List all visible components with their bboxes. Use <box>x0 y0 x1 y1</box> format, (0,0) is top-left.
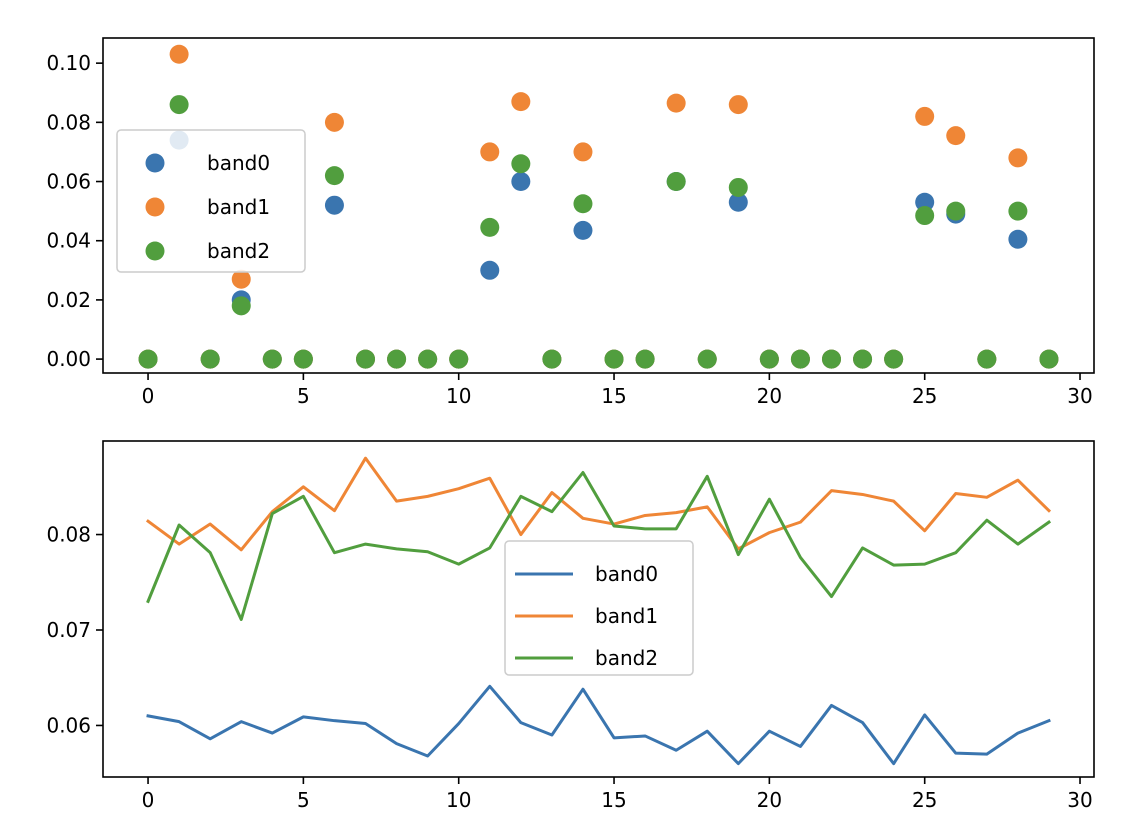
point-band0-6 <box>324 195 344 215</box>
x-tick-label-0: 0 <box>142 384 155 408</box>
point-band2-27 <box>977 349 997 369</box>
point-band2-2 <box>200 349 220 369</box>
legend-marker-band1 <box>145 197 165 217</box>
scatter-chart: 0 5 10 15 20 25 30 0.00 0.02 0.04 0.06 0.08 0.10 band… <box>46 37 1095 408</box>
x-tick-label-15: 15 <box>601 788 626 812</box>
point-band1-25 <box>915 106 935 126</box>
point-band2-5 <box>293 349 313 369</box>
plot-area <box>138 44 1059 369</box>
point-band1-12 <box>511 92 531 112</box>
axes-frame <box>102 37 1095 374</box>
point-band2-24 <box>884 349 904 369</box>
point-band2-10 <box>449 349 469 369</box>
legend-marker-band2 <box>145 241 165 261</box>
plot-area <box>145 456 1052 766</box>
point-band2-29 <box>1039 349 1059 369</box>
y-tick-label-0.06: 0.06 <box>46 713 91 737</box>
legend-label-band0: band0 <box>207 151 270 175</box>
legend-label-band1: band1 <box>595 604 658 628</box>
point-band0-25 <box>915 192 935 212</box>
x-tick-label-5: 5 <box>297 384 310 408</box>
x-tick-label-25: 25 <box>912 384 937 408</box>
x-tick-label-15: 15 <box>601 384 626 408</box>
point-band2-23 <box>853 349 873 369</box>
point-band2-17 <box>666 172 686 192</box>
point-band0-14 <box>573 220 593 240</box>
point-band0-28 <box>1008 229 1028 249</box>
point-band2-12 <box>511 154 531 174</box>
point-band1-28 <box>1008 148 1028 168</box>
point-band2-21 <box>790 349 810 369</box>
point-band2-7 <box>356 349 376 369</box>
point-band1-11 <box>480 142 500 162</box>
point-band2-8 <box>387 349 407 369</box>
point-band0-19 <box>728 192 748 212</box>
y-tick-label-0.06: 0.06 <box>46 170 91 194</box>
point-band2-9 <box>418 349 438 369</box>
point-band0-11 <box>480 260 500 280</box>
point-band2-11 <box>480 217 500 237</box>
y-tick-label-0.08: 0.08 <box>46 110 91 134</box>
point-band2-18 <box>697 349 717 369</box>
y-tick-label-0.02: 0.02 <box>46 288 91 312</box>
legend-label-band2: band2 <box>207 239 270 263</box>
point-band2-1 <box>169 95 189 115</box>
legend-marker-band0 <box>145 153 165 173</box>
point-band1-17 <box>666 93 686 113</box>
series-line-band1 <box>145 456 1052 552</box>
point-band2-28 <box>1008 201 1028 221</box>
x-tick-label-30: 30 <box>1067 788 1092 812</box>
x-tick-label-0: 0 <box>142 788 155 812</box>
point-band1-6 <box>324 112 344 132</box>
point-band2-16 <box>635 349 655 369</box>
legend: band0 band1 band2 <box>116 129 306 273</box>
point-band2-14 <box>573 194 593 214</box>
point-band2-15 <box>604 349 624 369</box>
y-tick-label-0.1: 0.10 <box>46 51 91 75</box>
point-band1-14 <box>573 142 593 162</box>
x-tick-label-25: 25 <box>912 788 937 812</box>
point-band1-3 <box>231 269 251 289</box>
line-chart: 0 5 10 15 20 25 30 0.06 0.07 0.08 band0 band1 band2 <box>46 440 1095 812</box>
point-band1-26 <box>946 126 966 146</box>
y-tick-label-0.08: 0.08 <box>46 523 91 547</box>
x-tick-label-10: 10 <box>446 384 471 408</box>
x-tick-label-20: 20 <box>757 384 782 408</box>
y-tick-label-0.07: 0.07 <box>46 618 91 642</box>
legend-label-band1: band1 <box>207 195 270 219</box>
series-band2 <box>138 95 1059 369</box>
point-band2-19 <box>728 177 748 197</box>
series-line-band0 <box>146 684 1051 766</box>
x-tick-label-10: 10 <box>446 788 471 812</box>
point-band2-20 <box>759 349 779 369</box>
point-band0-12 <box>511 172 531 192</box>
point-band2-3 <box>231 296 251 316</box>
point-band2-13 <box>542 349 562 369</box>
point-band2-6 <box>324 166 344 186</box>
point-band2-0 <box>138 349 158 369</box>
point-band2-22 <box>821 349 841 369</box>
legend: band0 band1 band2 <box>504 540 694 676</box>
axes-frame <box>102 440 1095 778</box>
x-tick-label-5: 5 <box>297 788 310 812</box>
x-tick-label-20: 20 <box>757 788 782 812</box>
legend-label-band0: band0 <box>595 562 658 586</box>
series-line-band2 <box>146 471 1052 621</box>
point-band1-19 <box>728 95 748 115</box>
point-band2-4 <box>262 349 282 369</box>
point-band2-25 <box>915 206 935 226</box>
point-band1-1 <box>169 44 189 64</box>
point-band2-26 <box>946 201 966 221</box>
y-tick-label-0.04: 0.04 <box>46 229 91 253</box>
y-tick-label-0: 0.00 <box>46 347 91 371</box>
legend-label-band2: band2 <box>595 646 658 670</box>
x-tick-label-30: 30 <box>1067 384 1092 408</box>
